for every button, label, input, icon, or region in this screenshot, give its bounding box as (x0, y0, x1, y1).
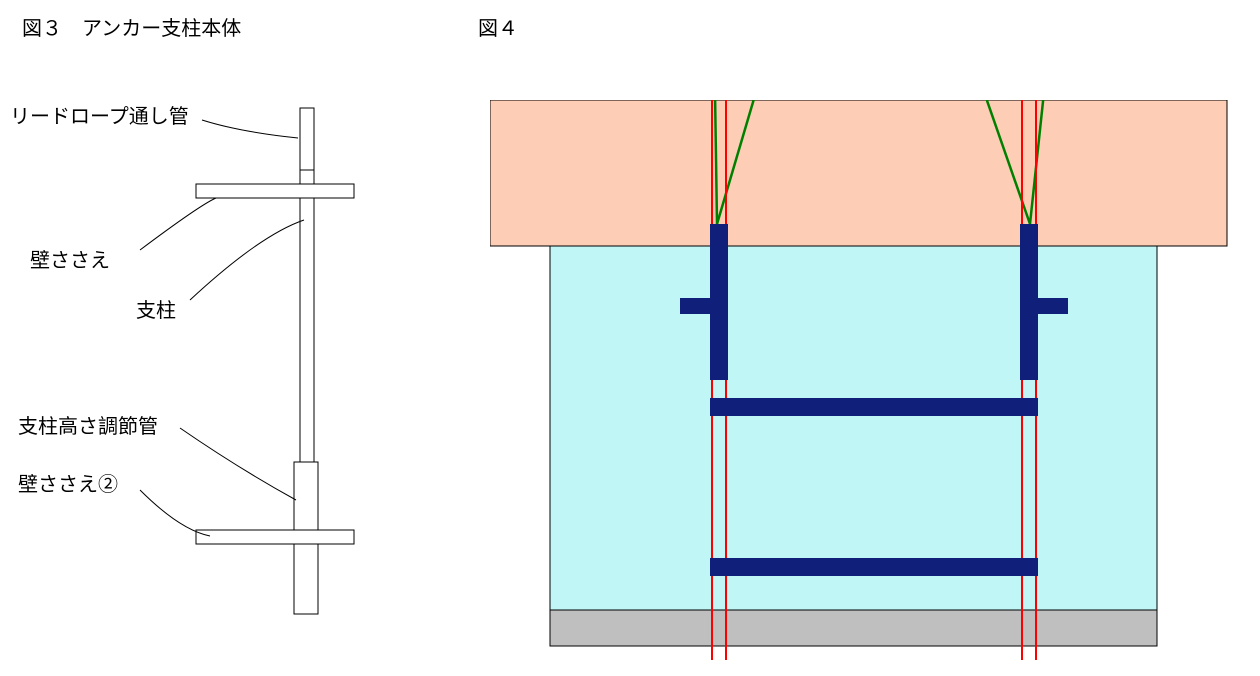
figure3-drawing (0, 0, 470, 676)
figure4-drawing (490, 100, 1230, 660)
figure4-title: 図４ (478, 12, 518, 41)
